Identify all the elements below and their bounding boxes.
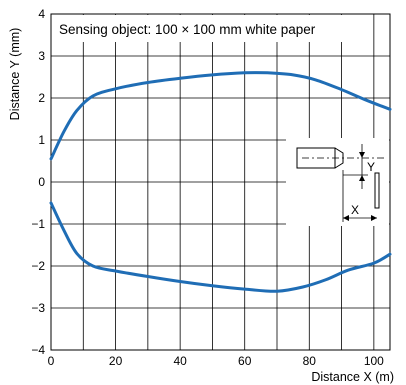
lower-range-curve — [49, 201, 392, 293]
y-tick-label: 1 — [38, 133, 45, 147]
y-tick-labels: 4 3 2 1 0 −1 −2 −3 −4 — [31, 7, 45, 357]
x-tick-label: 100 — [364, 354, 384, 368]
x-arrow-left — [343, 215, 349, 221]
x-arrow-right — [371, 215, 377, 221]
upper-range-curve — [49, 71, 392, 161]
y-tick-label: −1 — [31, 217, 45, 231]
y-tick-label: 3 — [38, 49, 45, 63]
y-axis-title: Distance Y (mm) — [8, 28, 22, 121]
y-arrow-bottom — [359, 175, 365, 181]
x-tick-label: 20 — [109, 354, 123, 368]
y-tick-label: −4 — [31, 343, 45, 357]
x-axis-title: Distance X (m) — [311, 370, 394, 384]
x-tick-label: 0 — [48, 354, 55, 368]
x-tick-labels: 0 20 40 60 80 100 — [48, 354, 385, 368]
x-tick-label: 40 — [173, 354, 187, 368]
annotation-box — [52, 15, 357, 42]
x-tick-label: 80 — [303, 354, 317, 368]
series-lines — [49, 71, 392, 293]
y-tick-label: −3 — [31, 301, 45, 315]
x-tick-label: 60 — [238, 354, 252, 368]
plot-frame — [50, 13, 391, 351]
y-tick-label: 4 — [38, 7, 45, 21]
sensor-diagram: Y X — [286, 138, 389, 226]
annotation-text: Sensing object: 100 × 100 mm white paper — [59, 22, 316, 37]
inset-label-y: Y — [367, 160, 375, 174]
y-tick-label: 0 — [38, 175, 45, 189]
y-arrow-top — [359, 152, 365, 158]
y-tick-label: 2 — [38, 91, 45, 105]
y-tick-label: −2 — [31, 259, 45, 273]
inset-label-x: X — [351, 203, 359, 217]
target-paper — [374, 172, 380, 209]
